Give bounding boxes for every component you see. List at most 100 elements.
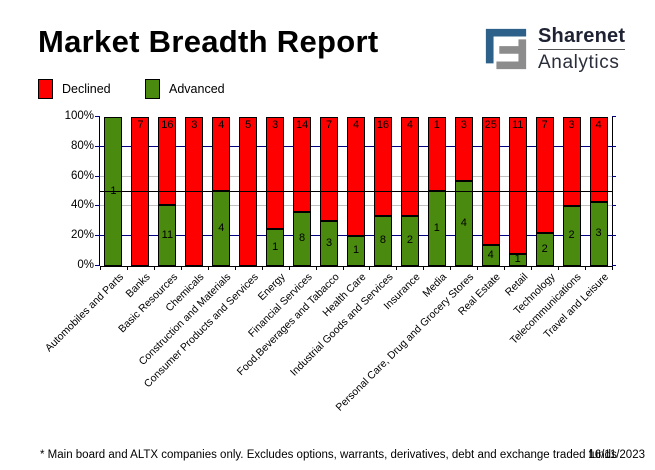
bar-declined-segment: [239, 117, 258, 266]
legend-label-advanced: Advanced: [169, 82, 225, 96]
bar-advanced-value-label: 3: [325, 236, 333, 249]
bar-declined-segment: [562, 117, 581, 206]
bar-declined-value-label: 16: [376, 119, 390, 131]
bar-declined-segment: [320, 117, 339, 221]
bar-declined-value-label: 4: [595, 119, 602, 131]
logo-text: Sharenet Analytics: [538, 26, 626, 73]
bar-advanced-segment: [454, 181, 473, 266]
bar-advanced-value-label: 2: [541, 242, 548, 255]
bar-declined-segment: [293, 117, 312, 212]
bar-advanced-value-label: 8: [299, 232, 306, 244]
y-axis-tick: [95, 116, 100, 117]
bar-declined-value-label: 7: [325, 119, 333, 131]
x-axis-tick: [612, 267, 613, 270]
y-axis-tick-label: 80%: [70, 139, 94, 152]
bar-declined-segment: [508, 117, 527, 254]
bar-declined-segment: [185, 117, 204, 266]
y-axis-tick: [95, 145, 100, 147]
x-axis-tick: [450, 267, 452, 270]
bar-declined-value-label: 7: [137, 119, 144, 131]
bar-advanced-value-label: 4: [487, 248, 494, 261]
bar-declined-segment: [158, 117, 177, 205]
bar-declined-value-label: 4: [406, 119, 413, 131]
bar-declined-value-label: 3: [460, 119, 467, 131]
bar-declined-segment: [131, 117, 150, 266]
y-axis-tick-label: 100%: [64, 110, 94, 122]
x-axis-tick: [585, 267, 587, 270]
bar-advanced-segment: [266, 229, 285, 266]
bar-advanced-segment: [158, 205, 177, 266]
bar-advanced-segment: [293, 212, 312, 266]
bar-advanced-segment: [589, 202, 608, 266]
bar-declined-value-label: 1: [433, 119, 440, 131]
y-axis-tick-right: [612, 175, 616, 177]
bar-advanced-value-label: 1: [272, 240, 279, 253]
x-axis-tick: [342, 267, 344, 270]
x-axis-tick: [100, 267, 101, 270]
bar-advanced-segment: [427, 191, 446, 266]
logo-line1: Sharenet: [538, 26, 626, 50]
bar-advanced-segment: [481, 245, 500, 266]
bar-advanced-segment: [320, 221, 339, 266]
x-axis-tick: [315, 267, 317, 270]
legend-item-declined: Declined: [38, 79, 111, 99]
bar-declined-value-label: 5: [245, 119, 252, 131]
y-axis-tick-right: [612, 265, 616, 266]
y-axis-tick-right: [612, 235, 616, 237]
y-axis-tick: [95, 265, 100, 266]
sharenet-logo-icon: [485, 28, 527, 70]
y-axis-tick: [95, 175, 100, 177]
bar-advanced-value-label: 1: [110, 184, 117, 197]
bar-advanced-value-label: 4: [218, 221, 225, 234]
bar-advanced-value-label: 1: [514, 253, 521, 265]
y-axis-tick-label: 0%: [77, 259, 94, 271]
page-title: Market Breadth Report: [38, 24, 379, 59]
bar-declined-segment: [535, 117, 554, 233]
x-axis-tick: [477, 267, 479, 270]
bar-declined-value-label: 14: [295, 119, 309, 131]
x-axis-tick: [261, 267, 263, 270]
bar-declined-segment: [454, 117, 473, 181]
bar-declined-segment: [266, 117, 285, 229]
bar-advanced-segment: [347, 236, 365, 266]
x-axis-tick: [153, 267, 155, 270]
y-axis-tick-label: 20%: [70, 229, 94, 242]
y-axis-tick-label: 40%: [70, 199, 94, 212]
x-axis-tick: [423, 267, 425, 270]
y-axis-tick: [95, 235, 100, 237]
bar-declined-value-label: 25: [484, 119, 497, 131]
x-axis-tick: [369, 267, 371, 270]
plot-left-border: [99, 117, 100, 266]
bar-advanced-value-label: 2: [406, 234, 413, 246]
bar-advanced-segment: [400, 216, 419, 266]
bar-advanced-segment: [535, 233, 554, 266]
legend-label-declined: Declined: [62, 82, 111, 96]
logo-mark-gray-shape: [496, 39, 527, 70]
bar-declined-value-label: 3: [568, 119, 575, 131]
bar-advanced-segment: [562, 206, 581, 266]
legend-item-advanced: Advanced: [145, 79, 225, 99]
chart-plot-area: 1 7 16 11 3 4 4 5 3 1 14 8 7 3 4 1 16 8 4 2 1 1 3 4 25 4 11 1 7 2 3 2 4 3: [99, 117, 613, 267]
bar-advanced-value-label: 8: [379, 234, 386, 246]
x-axis-tick: [288, 267, 290, 270]
x-axis-tick: [234, 267, 236, 270]
bar-advanced-value-label: 11: [161, 228, 174, 241]
bar-advanced-value-label: 1: [433, 221, 440, 234]
bar-declined-value-label: 4: [218, 119, 225, 131]
bar-declined-segment: [400, 117, 419, 216]
reference-line-50pct: [100, 190, 612, 192]
x-axis-tick: [207, 267, 209, 270]
category-label: Automobiles and Parts: [42, 271, 126, 355]
y-axis-tick-label: 60%: [70, 169, 94, 182]
footer-note: * Main board and ALTX companies only. Ex…: [40, 449, 617, 461]
x-axis-tick: [558, 267, 560, 270]
bar-advanced-segment: [104, 117, 123, 266]
plot-right-border: [612, 117, 613, 266]
bar-advanced-value-label: 3: [595, 227, 602, 239]
bar-declined-value-label: 16: [161, 119, 174, 131]
x-axis-tick: [531, 267, 533, 270]
x-axis-tick: [396, 267, 398, 270]
x-axis-line: [100, 266, 613, 267]
logo-line2: Analytics: [538, 52, 620, 73]
